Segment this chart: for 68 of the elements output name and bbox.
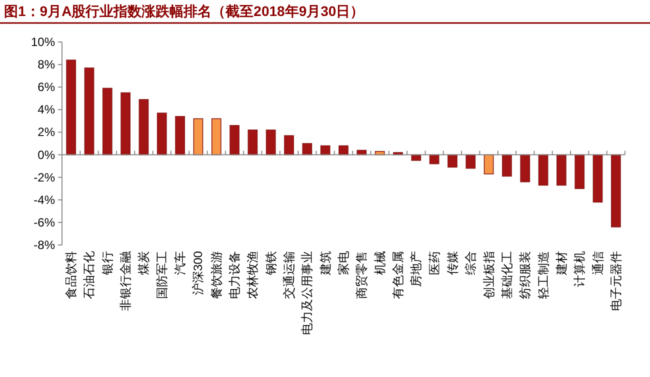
bar <box>175 116 185 156</box>
x-tick-label: 石油石化 <box>82 251 96 299</box>
bar <box>520 154 530 182</box>
x-tick-label: 食品饮料 <box>64 251 78 299</box>
x-tick-label: 汽车 <box>173 251 188 275</box>
x-tick-label: 国防军工 <box>154 251 169 299</box>
x-tick-label: 有色金属 <box>390 251 405 299</box>
y-tick-label: 6% <box>38 80 56 94</box>
x-tick-label: 创业板指 <box>482 251 496 299</box>
x-tick-label: 钢铁 <box>264 251 278 276</box>
x-tick-label: 农林牧渔 <box>246 251 260 299</box>
bar <box>66 60 76 156</box>
y-tick-label: 2% <box>38 125 56 140</box>
y-tick-label: 4% <box>38 102 56 117</box>
bar <box>156 112 167 156</box>
bar <box>266 130 276 156</box>
bar <box>302 143 312 156</box>
x-tick-label: 传媒 <box>445 251 460 275</box>
bar <box>448 154 458 168</box>
chart-title: 图1：9月A股行业指数涨跌幅排名（截至2018年9月30日） <box>4 3 364 19</box>
y-tick-label: -6% <box>34 215 56 230</box>
bar <box>84 68 94 156</box>
x-tick-label: 非银行金融 <box>118 251 133 311</box>
x-tick-label: 电力及公用事业 <box>300 251 314 335</box>
bar <box>556 154 566 186</box>
bar <box>211 118 222 156</box>
x-tick-label: 商贸零售 <box>354 251 369 299</box>
bar <box>193 118 204 156</box>
x-tick-label: 基础化工 <box>500 251 514 299</box>
x-tick-label: 餐饮旅游 <box>209 251 224 299</box>
y-tick-label: 0% <box>38 148 56 162</box>
bar <box>320 145 330 156</box>
x-tick-label: 电子元器件 <box>608 251 623 311</box>
bar <box>574 154 585 190</box>
bar <box>248 130 258 156</box>
x-tick-label: 建筑 <box>318 251 332 276</box>
bar <box>484 154 494 174</box>
x-tick-label: 银行 <box>100 251 114 276</box>
y-tick-label: -2% <box>34 170 56 184</box>
bar <box>610 154 621 228</box>
y-tick-label: 8% <box>38 58 56 72</box>
x-tick-label: 通信 <box>590 251 605 275</box>
x-tick-label: 机械 <box>372 251 387 275</box>
bar <box>102 88 112 156</box>
x-tick-label: 轻工制造 <box>536 251 550 299</box>
bar <box>230 125 240 156</box>
bar <box>284 135 294 156</box>
x-tick-label: 交通运输 <box>282 251 296 299</box>
bar <box>466 154 476 169</box>
x-tick-label: 煤炭 <box>136 251 151 275</box>
x-tick-label: 家电 <box>336 251 350 275</box>
x-tick-label: 综合 <box>464 251 478 275</box>
x-tick-label: 医药 <box>427 251 442 275</box>
bar <box>592 154 603 203</box>
bar <box>138 99 149 156</box>
x-tick-label: 计算机 <box>572 251 587 287</box>
bar <box>338 145 348 156</box>
y-tick-label: -4% <box>34 192 56 207</box>
x-tick-label: 建材 <box>554 251 568 276</box>
bar <box>502 154 512 177</box>
x-tick-label: 纺织服装 <box>518 251 532 299</box>
y-tick-label: -8% <box>34 238 56 252</box>
bar <box>538 154 548 186</box>
x-tick-label: 电力设备 <box>228 251 242 299</box>
y-tick-label: 10% <box>30 35 56 49</box>
x-tick-label: 沪深300 <box>191 250 206 296</box>
bar <box>120 92 131 156</box>
x-tick-label: 房地产 <box>409 251 424 287</box>
